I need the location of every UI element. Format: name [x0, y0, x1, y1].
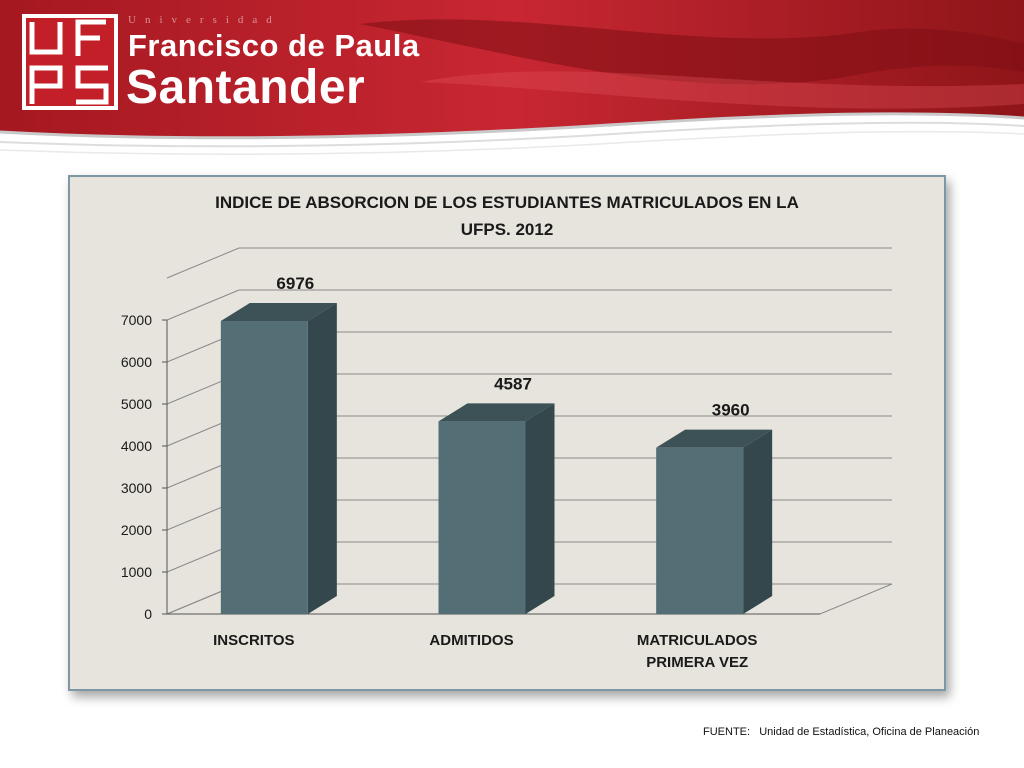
university-tagline: Universidad	[128, 14, 281, 26]
bar-front	[438, 421, 526, 614]
chart-bars	[220, 303, 773, 614]
x-category-label: ADMITIDOS	[429, 632, 513, 649]
bar-front	[656, 447, 744, 614]
bar-top	[438, 403, 555, 422]
bar-top	[220, 303, 337, 322]
y-tick-label: 0	[144, 606, 152, 622]
y-tick-label: 5000	[121, 396, 152, 412]
chart-title-line: UFPS. 2012	[461, 220, 554, 239]
bar	[438, 403, 555, 614]
header-banner	[0, 0, 1024, 156]
bar	[656, 429, 773, 614]
bar-top	[656, 429, 773, 448]
bar-side	[743, 429, 773, 614]
ufps-logo	[22, 14, 118, 110]
source-note: FUENTE: Unidad de Estadística, Oficina d…	[703, 726, 980, 738]
x-category-label: MATRICULADOS	[637, 632, 758, 649]
university-name-line2: Santander	[126, 61, 366, 114]
bar	[220, 303, 337, 614]
chart-title-line: INDICE DE ABSORCION DE LOS ESTUDIANTES M…	[215, 193, 799, 212]
bar-side	[307, 303, 337, 614]
chart-title: INDICE DE ABSORCION DE LOS ESTUDIANTES M…	[215, 193, 799, 239]
bar-front	[220, 321, 308, 614]
chart-frame: INDICE DE ABSORCION DE LOS ESTUDIANTES M…	[68, 175, 946, 691]
grid-side-line	[166, 247, 240, 279]
data-label: 4587	[494, 374, 532, 393]
university-name-line1: Francisco de Paula	[128, 28, 420, 63]
y-tick-label: 6000	[121, 354, 152, 370]
grid-side-line	[166, 289, 240, 321]
x-category-label: PRIMERA VEZ	[646, 654, 748, 671]
y-tick-label: 4000	[121, 438, 152, 454]
y-tick-label: 7000	[121, 312, 152, 328]
data-label: 3960	[712, 401, 750, 420]
y-tick-label: 2000	[121, 522, 152, 538]
y-tick-label: 1000	[121, 564, 152, 580]
bar-chart: INDICE DE ABSORCION DE LOS ESTUDIANTES M…	[121, 193, 893, 671]
chart-labels: 0 1000 2000 3000 4000 5000 6000 7000 6976 INSCRIT…	[121, 274, 758, 671]
y-tick-label: 3000	[121, 480, 152, 496]
data-label: 6976	[276, 274, 314, 293]
bar-side	[525, 403, 555, 614]
x-category-label: INSCRITOS	[213, 632, 294, 649]
